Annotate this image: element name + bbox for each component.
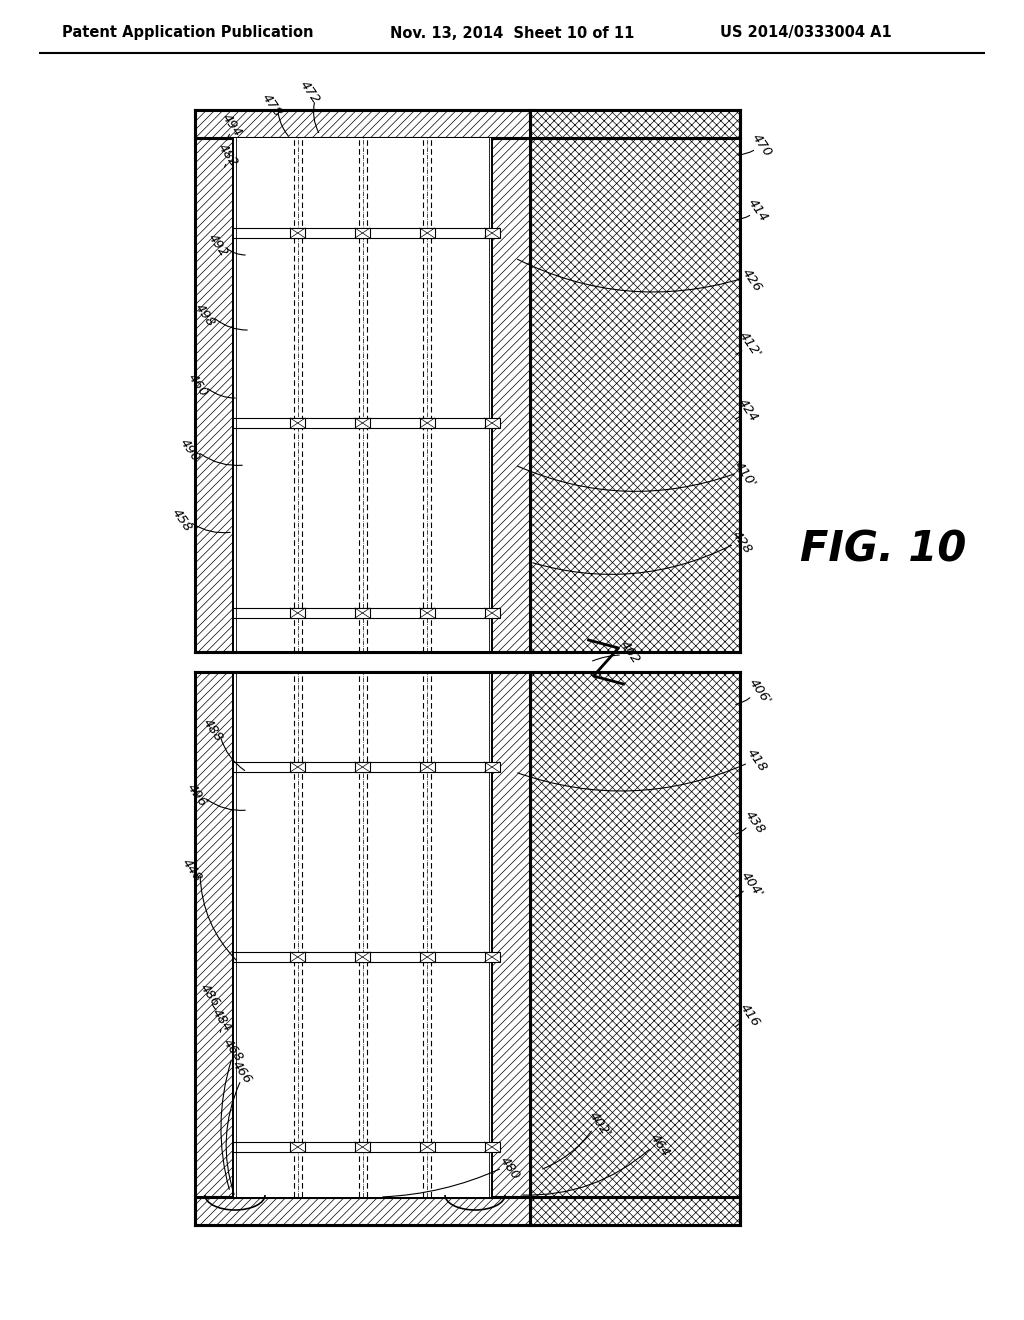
Text: Nov. 13, 2014  Sheet 10 of 11: Nov. 13, 2014 Sheet 10 of 11: [390, 25, 635, 41]
Text: 480: 480: [498, 1154, 522, 1181]
Bar: [492, 672, 530, 1197]
Bar: [484, 762, 500, 772]
Bar: [355, 228, 370, 238]
Text: 404': 404': [738, 870, 766, 900]
Text: 470: 470: [750, 131, 774, 158]
Text: 424: 424: [735, 396, 761, 424]
Bar: [420, 609, 435, 618]
Text: 484: 484: [210, 1006, 234, 1034]
Bar: [290, 762, 305, 772]
Bar: [420, 1142, 435, 1152]
Text: 438: 438: [742, 808, 768, 836]
Text: 482: 482: [215, 141, 241, 169]
Bar: [195, 672, 233, 1197]
Bar: [195, 139, 233, 652]
Text: 460: 460: [185, 371, 211, 399]
Text: 410': 410': [731, 459, 759, 491]
Text: 468: 468: [220, 1036, 246, 1064]
Bar: [484, 228, 500, 238]
Text: 402': 402': [587, 1110, 613, 1140]
Bar: [195, 672, 233, 1197]
Bar: [195, 1197, 530, 1225]
Bar: [355, 762, 370, 772]
Text: 490: 490: [177, 436, 203, 465]
Text: 412': 412': [736, 330, 764, 360]
Bar: [290, 228, 305, 238]
Text: US 2014/0333004 A1: US 2014/0333004 A1: [720, 25, 892, 41]
Text: 492: 492: [206, 231, 230, 259]
Text: 496: 496: [184, 781, 210, 809]
Bar: [420, 952, 435, 962]
Bar: [492, 139, 530, 652]
Bar: [195, 110, 530, 139]
Bar: [420, 418, 435, 428]
Bar: [492, 672, 530, 1197]
Text: 418: 418: [744, 746, 769, 774]
Text: 472: 472: [297, 78, 323, 106]
Bar: [484, 952, 500, 962]
Bar: [355, 1142, 370, 1152]
Bar: [492, 139, 530, 652]
Text: 426: 426: [739, 267, 765, 294]
Text: 414: 414: [745, 195, 770, 224]
Bar: [484, 1142, 500, 1152]
Bar: [290, 609, 305, 618]
Text: 416: 416: [737, 1001, 763, 1030]
Text: FIG. 10: FIG. 10: [800, 529, 967, 572]
Text: 486: 486: [198, 981, 222, 1008]
Bar: [355, 609, 370, 618]
Bar: [420, 228, 435, 238]
Bar: [484, 609, 500, 618]
Bar: [530, 110, 740, 139]
Bar: [530, 672, 740, 1197]
Bar: [484, 418, 500, 428]
Bar: [233, 139, 492, 652]
Text: 464: 464: [647, 1131, 673, 1159]
Text: 428: 428: [729, 528, 755, 556]
Text: Patent Application Publication: Patent Application Publication: [62, 25, 313, 41]
Text: 478: 478: [259, 91, 285, 119]
Bar: [530, 139, 740, 652]
Bar: [195, 1197, 530, 1225]
Bar: [290, 952, 305, 962]
Bar: [195, 110, 530, 139]
Text: 462: 462: [617, 638, 642, 667]
Text: 466: 466: [229, 1059, 255, 1086]
Text: 498: 498: [193, 301, 217, 329]
Bar: [355, 952, 370, 962]
Bar: [290, 418, 305, 428]
Text: 494: 494: [219, 111, 245, 139]
Text: 406': 406': [746, 676, 773, 708]
Text: 458: 458: [169, 506, 195, 535]
Text: 488: 488: [201, 715, 225, 744]
Bar: [530, 1197, 740, 1225]
Bar: [290, 1142, 305, 1152]
Bar: [530, 1197, 740, 1225]
Bar: [420, 762, 435, 772]
Text: 448: 448: [179, 855, 205, 884]
Bar: [530, 110, 740, 139]
Bar: [233, 672, 492, 1197]
Bar: [195, 139, 233, 652]
Bar: [355, 418, 370, 428]
